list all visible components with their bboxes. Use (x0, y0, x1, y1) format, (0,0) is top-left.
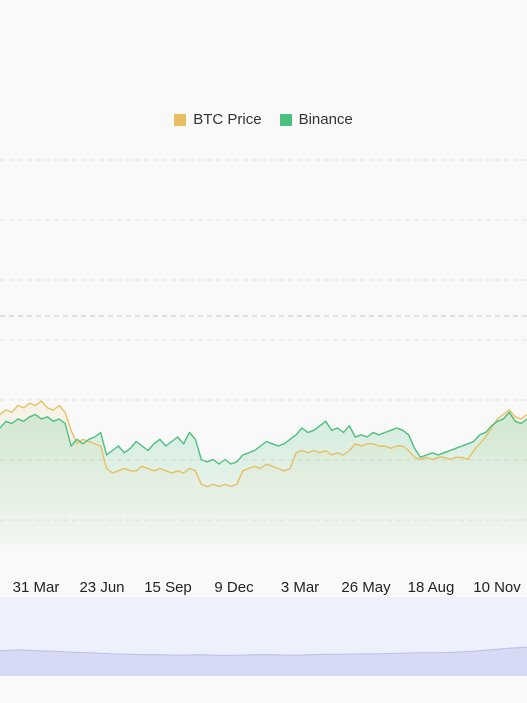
legend-label-btc-price: BTC Price (193, 111, 262, 128)
x-tick-label: 26 May (341, 579, 391, 596)
x-tick-label: 15 Sep (144, 579, 192, 596)
series-line-binance[interactable] (0, 411, 527, 465)
x-tick-label: 3 Mar (281, 579, 319, 596)
navigator-line (0, 646, 527, 656)
x-tick-label: 31 Mar (13, 579, 60, 596)
x-tick-label: 10 Nov (473, 579, 521, 596)
series-lines (0, 400, 527, 488)
legend-item-btc-price[interactable]: BTC Price (174, 111, 262, 128)
x-tick-label: 9 Dec (214, 579, 254, 596)
x-tick-label: 18 Aug (408, 579, 455, 596)
legend-swatch-binance (279, 113, 292, 126)
x-tick-label: 23 Jun (79, 579, 124, 596)
x-axis-ticks: 31 Mar 23 Jun 15 Sep 9 Dec 3 Mar 26 May 18 Aug… (13, 579, 522, 596)
legend-item-binance[interactable]: Binance (279, 111, 353, 128)
series-areas (0, 401, 527, 545)
series-area-binance (0, 412, 527, 545)
series-line-btc-price[interactable] (0, 400, 527, 488)
range-navigator[interactable] (0, 597, 527, 676)
legend-label-binance: Binance (298, 111, 353, 128)
legend-swatch-btc-price (174, 113, 187, 126)
chart-legend: BTC Price Binance (0, 111, 527, 128)
